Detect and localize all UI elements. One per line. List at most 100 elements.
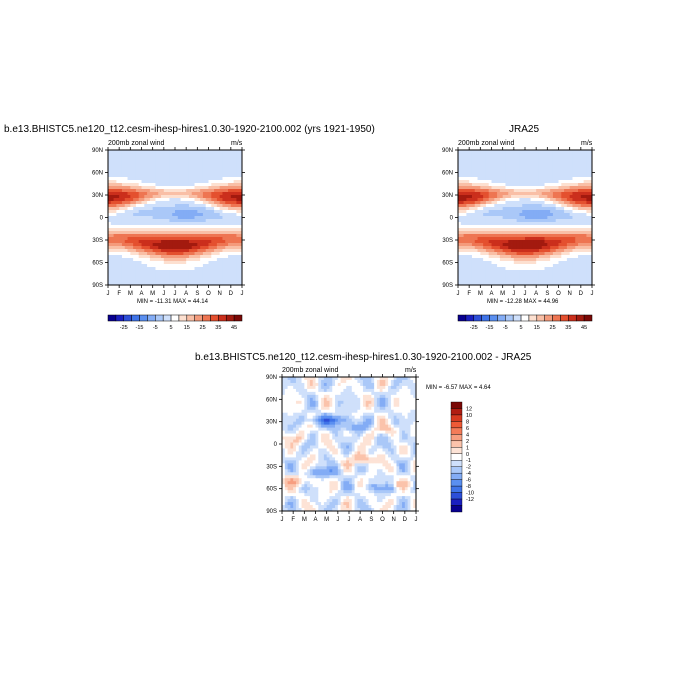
panel3-cell [315, 394, 319, 399]
panel1-cell [225, 177, 229, 181]
panel2-cell [569, 174, 573, 178]
panel3-cell [295, 400, 300, 405]
panel1-cell [152, 270, 156, 274]
panel2-cell [497, 216, 501, 220]
panel1-cell [113, 216, 117, 220]
panel1-cell [163, 252, 168, 256]
panel1-cell [188, 171, 193, 175]
panel2-xtick-label: A [489, 291, 493, 297]
panel2-cell [494, 204, 498, 208]
panel1-cell [183, 249, 187, 253]
panel1-cell [211, 168, 215, 172]
panel3-cell [407, 400, 411, 405]
panel1-cell [158, 258, 162, 262]
panel1-cell [233, 258, 237, 262]
panel2-cell [533, 150, 537, 154]
panel2-cell [552, 204, 557, 208]
panel2-cell [547, 219, 551, 223]
panel1-cell [225, 156, 229, 160]
panel1-cell [216, 231, 221, 235]
panel1-cell [130, 177, 134, 181]
panel1-cell [194, 210, 198, 214]
panel2-cell [569, 267, 573, 271]
panel2-cell [458, 246, 462, 250]
panel2-cell [533, 198, 537, 202]
panel3-cell [343, 400, 347, 405]
panel2-cell [522, 150, 526, 154]
panel1-cell [169, 264, 173, 268]
panel1-cell [110, 192, 114, 196]
panel1-cell [180, 279, 184, 283]
panel2-cell [508, 270, 512, 274]
panel2-cell [578, 225, 582, 229]
panel1-cell [155, 186, 159, 190]
panel2-cell [505, 264, 509, 268]
panel1-cell [214, 243, 218, 247]
panel1-cell [219, 174, 223, 178]
panel1-cell [121, 186, 126, 190]
panel2-cell [541, 174, 545, 178]
panel3-cell [309, 397, 314, 402]
panel2-cell [460, 234, 464, 238]
panel1-cell [152, 231, 156, 235]
panel2-cell [522, 153, 526, 157]
panel1-cell [155, 225, 159, 229]
panel2-cell [575, 198, 579, 202]
panel3-cell [362, 400, 367, 405]
panel1-cell [135, 192, 140, 196]
panel2-cell [589, 195, 593, 199]
panel2-cell [555, 162, 559, 166]
panel1-cell [180, 246, 184, 250]
panel1-cell [141, 195, 145, 199]
panel1-cell [191, 231, 195, 235]
panel1-cell [208, 171, 212, 175]
panel1-cell [133, 222, 137, 226]
panel2-cell [561, 165, 565, 169]
panel3-cell [365, 400, 369, 405]
panel2-cell [578, 150, 582, 154]
panel2-cell [580, 249, 585, 253]
panel2-cell [469, 174, 473, 178]
panel2-cell [533, 201, 537, 205]
panel1-cell [127, 171, 131, 175]
panel2-cell [471, 231, 476, 235]
panel2-cell [547, 213, 551, 217]
panel3-cell [374, 385, 378, 390]
panel1-cell [141, 276, 145, 280]
panel2-cell [547, 234, 551, 238]
panel2-cell [575, 216, 579, 220]
panel2-cell [541, 216, 545, 220]
panel1-cell [228, 234, 232, 238]
panel1-cell [236, 249, 240, 253]
panel1-cell [177, 234, 181, 238]
panel3-cell [337, 400, 342, 405]
panel1-cell [110, 213, 114, 217]
panel1-cell [214, 249, 218, 253]
panel2-cell [569, 177, 573, 181]
panel1-cell [200, 204, 204, 208]
panel3-cell [410, 394, 414, 399]
panel2-cell [488, 279, 492, 283]
panel1-cell [175, 171, 179, 175]
panel2-cell [463, 156, 467, 160]
panel2-cell [522, 180, 526, 184]
panel2-cell [519, 204, 523, 208]
panel2-cell [589, 189, 593, 193]
panel2-cell [474, 189, 478, 193]
panel2-cell [558, 201, 562, 205]
panel2-cell [544, 261, 548, 265]
panel3-cell [295, 379, 300, 384]
panel2-cell [463, 240, 467, 244]
panel2-cell [474, 243, 478, 247]
panel1-cell [141, 282, 145, 286]
panel1-cell [228, 273, 232, 277]
panel2-cell [530, 252, 534, 256]
panel1-cell [172, 165, 176, 169]
panel1-cell [233, 183, 237, 187]
panel1-cell [228, 225, 232, 229]
panel1-cell [191, 168, 195, 172]
panel3-cell [385, 382, 389, 387]
panel1-cell [169, 270, 173, 274]
panel1-cell [158, 180, 162, 184]
panel1-cell [141, 231, 145, 235]
